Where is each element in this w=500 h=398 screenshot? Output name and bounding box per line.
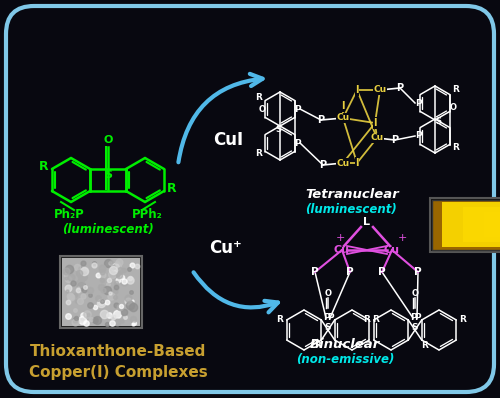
FancyArrowPatch shape: [194, 272, 278, 312]
Text: Thioxanthone-Based
Copper(I) Complexes: Thioxanthone-Based Copper(I) Complexes: [28, 344, 208, 380]
Text: I: I: [373, 118, 377, 128]
Text: Cu: Cu: [336, 158, 349, 168]
Text: Cu: Cu: [384, 245, 400, 255]
Text: R: R: [167, 183, 177, 195]
FancyBboxPatch shape: [432, 200, 500, 250]
FancyBboxPatch shape: [60, 256, 142, 328]
Text: R: R: [39, 160, 49, 174]
Text: P: P: [414, 131, 422, 140]
Text: +: +: [398, 233, 406, 243]
Text: S: S: [104, 170, 112, 180]
Text: Cu: Cu: [370, 133, 384, 142]
Text: R: R: [256, 150, 262, 158]
Text: R: R: [422, 341, 428, 349]
Text: R: R: [314, 341, 322, 349]
Text: Cu: Cu: [374, 86, 386, 94]
Text: R: R: [460, 316, 466, 324]
Text: Tetranuclear: Tetranuclear: [305, 189, 399, 201]
Text: R: R: [452, 144, 460, 152]
Text: P: P: [322, 314, 330, 322]
Text: I: I: [355, 158, 359, 168]
Text: S: S: [325, 322, 331, 332]
Bar: [463, 207, 500, 242]
Text: R: R: [276, 316, 283, 324]
Text: P: P: [414, 98, 422, 107]
Text: P: P: [392, 135, 398, 145]
Bar: [442, 202, 500, 247]
Text: O: O: [258, 105, 266, 113]
Text: (non-emissive): (non-emissive): [296, 353, 394, 367]
Text: S: S: [275, 125, 281, 133]
Text: R: R: [256, 94, 262, 103]
Text: I: I: [355, 85, 359, 95]
Text: P: P: [311, 267, 319, 277]
Text: L: L: [364, 217, 370, 227]
Text: R: R: [452, 86, 460, 94]
FancyBboxPatch shape: [62, 258, 140, 326]
Text: PPh₂: PPh₂: [132, 209, 162, 222]
Text: P: P: [414, 314, 420, 322]
Text: P: P: [410, 314, 416, 322]
Text: (luminescent): (luminescent): [305, 203, 397, 217]
Text: Ph₂P: Ph₂P: [54, 209, 84, 222]
Text: O: O: [450, 103, 456, 113]
Text: P: P: [346, 267, 354, 277]
Text: P: P: [318, 115, 324, 125]
Text: S: S: [435, 117, 441, 125]
Text: P: P: [294, 139, 300, 148]
Text: P: P: [294, 105, 300, 113]
FancyArrowPatch shape: [178, 74, 262, 162]
Text: P: P: [326, 314, 334, 322]
Text: Cu: Cu: [336, 113, 349, 123]
Text: P: P: [378, 267, 386, 277]
Text: O: O: [324, 289, 332, 297]
Text: O: O: [412, 289, 418, 297]
FancyBboxPatch shape: [430, 198, 500, 252]
Text: O: O: [104, 135, 112, 145]
Text: I: I: [341, 101, 345, 111]
FancyBboxPatch shape: [6, 6, 494, 392]
Text: R: R: [372, 316, 380, 324]
Bar: [484, 212, 500, 237]
Text: Binuclear: Binuclear: [310, 339, 380, 351]
Text: CuI: CuI: [213, 131, 243, 149]
Text: Cu: Cu: [334, 245, 350, 255]
Text: P: P: [396, 83, 404, 93]
Text: Cu⁺: Cu⁺: [208, 239, 242, 257]
Text: R: R: [364, 316, 370, 324]
Text: P: P: [414, 267, 422, 277]
Text: +: +: [336, 233, 344, 243]
Text: (luminescent): (luminescent): [62, 224, 154, 236]
Text: S: S: [412, 322, 418, 332]
Text: P: P: [320, 160, 326, 170]
